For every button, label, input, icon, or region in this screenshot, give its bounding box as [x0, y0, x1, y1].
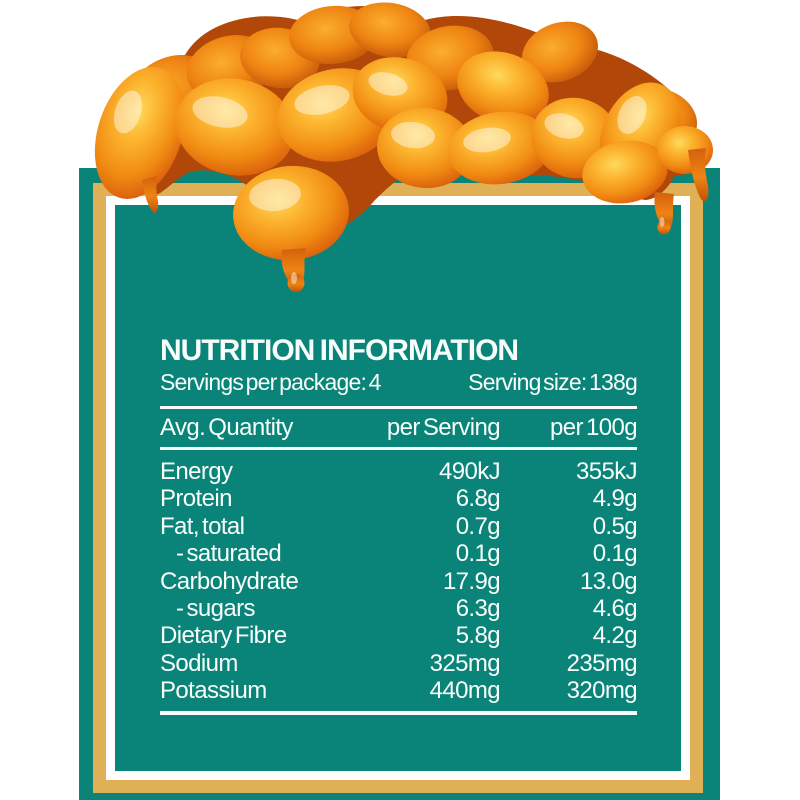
value-per-100g: 355kJ — [575, 458, 638, 485]
value-per-serving: 17.9g — [442, 567, 501, 595]
nutrient-label: - sugars — [176, 595, 256, 623]
baked-beans-illustration — [94, 2, 713, 292]
gold-frame: NUTRITION INFORMATION Servings per packa… — [93, 183, 703, 793]
value-per-100g: 4.2g — [592, 622, 638, 650]
value-per-serving: 5.8g — [455, 622, 501, 650]
nutrition-table: Energy 490kJ 355kJ Protein 6.8g 4.9g Fat… — [160, 458, 638, 705]
table-row: Energy 490kJ 355kJ — [160, 458, 638, 485]
value-per-100g: 0.5g — [592, 512, 638, 540]
serving-info-row: Servings per package: 4 Serving size: 13… — [160, 367, 638, 397]
value-per-serving: 325mg — [429, 649, 501, 677]
white-frame: NUTRITION INFORMATION Servings per packa… — [106, 196, 690, 780]
bean-highlights — [113, 72, 665, 284]
value-per-serving: 0.1g — [455, 540, 501, 568]
servings-per-package: Servings per package: 4 — [160, 369, 381, 395]
value-per-100g: 320mg — [566, 677, 638, 705]
value-per-100g: 4.9g — [592, 485, 638, 513]
value-per-100g: 0.1g — [592, 540, 638, 568]
value-per-serving: 490kJ — [438, 458, 501, 485]
nutrient-label: Potassium — [160, 677, 267, 705]
nutrient-label: Protein — [160, 485, 232, 513]
value-per-100g: 4.6g — [592, 595, 638, 623]
nutrient-label: Sodium — [160, 649, 238, 677]
table-row: Dietary Fibre 5.8g 4.2g — [160, 622, 638, 650]
value-per-serving: 6.8g — [455, 485, 501, 513]
divider — [160, 447, 637, 450]
table-row: Sodium 325mg 235mg — [160, 649, 638, 677]
nutrient-label: Energy — [160, 458, 233, 485]
nutrient-label: Dietary Fibre — [160, 622, 287, 650]
table-row: Potassium 440mg 320mg — [160, 677, 638, 705]
column-header-per-serving: per Serving — [386, 414, 501, 441]
value-per-100g: 13.0g — [579, 567, 638, 595]
panel-title: NUTRITION INFORMATION — [160, 334, 519, 367]
table-row: Fat, total 0.7g 0.5g — [160, 512, 638, 540]
table-row: Protein 6.8g 4.9g — [160, 485, 638, 513]
table-header-row: Avg. Quantity per Serving per 100g — [160, 409, 638, 447]
nutrient-label: - saturated — [176, 540, 282, 568]
divider — [160, 710, 637, 715]
value-per-100g: 235mg — [566, 649, 638, 677]
value-per-serving: 440mg — [429, 677, 501, 705]
table-row: Carbohydrate 17.9g 13.0g — [160, 567, 638, 595]
panel-inner: NUTRITION INFORMATION Servings per packa… — [115, 205, 681, 771]
value-per-serving: 6.3g — [455, 595, 501, 623]
column-header-per-100g: per 100g — [550, 414, 638, 441]
nutrition-panel: NUTRITION INFORMATION Servings per packa… — [79, 168, 720, 800]
nutrient-label: Carbohydrate — [160, 567, 299, 595]
serving-size: Serving size: 138g — [468, 369, 638, 395]
sauce-drips — [142, 148, 709, 292]
divider — [160, 406, 637, 409]
nutrient-label: Fat, total — [160, 512, 245, 540]
table-row: - saturated 0.1g 0.1g — [160, 540, 638, 568]
column-header-quantity: Avg. Quantity — [160, 414, 293, 441]
table-row: - sugars 6.3g 4.6g — [160, 595, 638, 623]
value-per-serving: 0.7g — [455, 512, 501, 540]
beans-front-row — [94, 51, 713, 261]
